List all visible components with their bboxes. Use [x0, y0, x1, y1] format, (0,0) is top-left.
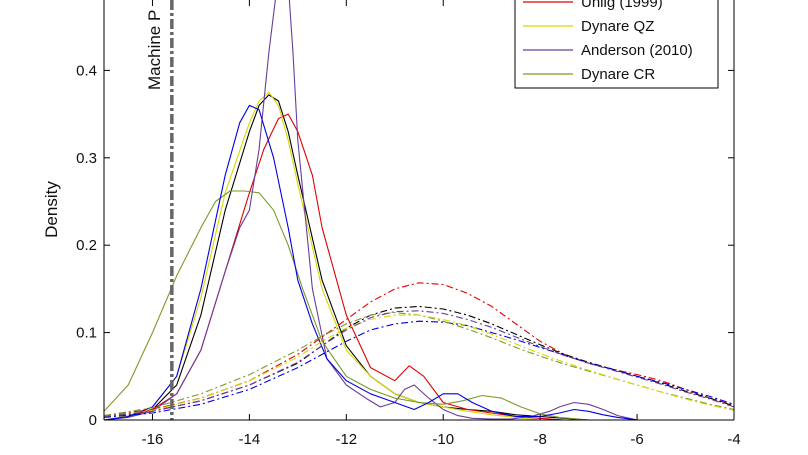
axes: -16-14-12-10-8-6-400.10.20.30.40.5Densit… — [42, 0, 741, 448]
legend: Uhlig (1999) Dynare QZ Anderson (2010) Dyna… — [514, 0, 719, 89]
series-line-dynare-qz — [104, 91, 541, 420]
y-tick-label: 0.1 — [76, 325, 97, 342]
series-line-series-7 — [104, 282, 734, 417]
x-tick-label: -8 — [533, 431, 546, 448]
y-tick-label: 0 — [89, 412, 97, 429]
series-line-series-1 — [104, 94, 589, 420]
x-tick-label: -6 — [630, 431, 643, 448]
series-layer — [104, 0, 734, 420]
x-tick-label: -12 — [335, 431, 357, 448]
legend-label: Uhlig (1999) — [581, 0, 663, 11]
series-line-dynare-cr — [104, 190, 589, 420]
y-tick-label: 0.2 — [76, 237, 97, 254]
series-line-series-9 — [104, 320, 734, 418]
legend-box — [514, 0, 719, 89]
y-tick-label: 0.3 — [76, 150, 97, 167]
series-line-series-12 — [104, 310, 734, 418]
y-axis-title: Density — [42, 181, 61, 238]
x-tick-label: -14 — [239, 431, 261, 448]
legend-label: Dynare QZ — [581, 18, 654, 35]
machine-precision-annotation: Machine P — [145, 0, 174, 420]
x-tick-label: -4 — [727, 431, 740, 448]
series-line-series-6 — [104, 104, 638, 420]
y-tick-label: 0.4 — [76, 62, 97, 79]
machine-precision-label: Machine P — [145, 10, 164, 90]
series-line-series-11 — [104, 314, 734, 418]
series-line-series-10 — [104, 311, 734, 417]
x-tick-label: -10 — [432, 431, 454, 448]
x-tick-label: -16 — [142, 431, 164, 448]
series-line-anderson-2010 — [104, 0, 638, 420]
legend-label: Anderson (2010) — [581, 42, 693, 59]
legend-label: Dynare CR — [581, 66, 655, 83]
